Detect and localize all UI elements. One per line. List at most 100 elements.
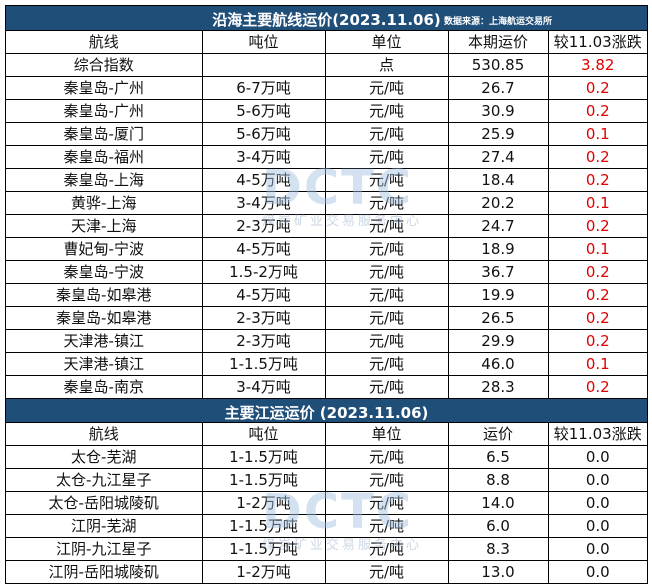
tonnage-cell: 1-2万吨 bbox=[201, 560, 326, 583]
unit-cell: 元/吨 bbox=[324, 168, 449, 192]
unit-cell: 元/吨 bbox=[324, 352, 449, 376]
rate-cell: 26.5 bbox=[447, 306, 549, 330]
route-cell: 江阴-岳阳城陵矶 bbox=[6, 560, 203, 583]
route-cell: 秦皇岛-南京 bbox=[6, 375, 203, 398]
coastal-header-row: 航线 吨位 单位 本期运价 较11.03涨跌 bbox=[6, 31, 647, 54]
header-unit: 单位 bbox=[324, 423, 449, 446]
route-cell: 江阴-九江星子 bbox=[6, 537, 203, 561]
tonnage-cell: 2-3万吨 bbox=[201, 306, 326, 330]
tonnage-cell: 5-6万吨 bbox=[201, 99, 326, 123]
route-cell: 天津-上海 bbox=[6, 214, 203, 238]
route-cell: 秦皇岛-广州 bbox=[6, 99, 203, 123]
change-cell: 0.2 bbox=[547, 76, 647, 100]
unit-cell: 元/吨 bbox=[324, 237, 449, 261]
change-cell: 0.1 bbox=[547, 352, 647, 376]
tonnage-cell: 1.5-2万吨 bbox=[201, 260, 326, 284]
tonnage-cell: 3-4万吨 bbox=[201, 191, 326, 215]
header-change: 较11.03涨跌 bbox=[547, 423, 647, 446]
change-cell: 0.1 bbox=[547, 191, 647, 215]
route-cell: 太仓-芜湖 bbox=[6, 445, 203, 469]
header-unit: 单位 bbox=[324, 31, 449, 54]
unit-cell: 元/吨 bbox=[324, 145, 449, 169]
change-cell: 0.2 bbox=[547, 145, 647, 169]
coastal-table-frame: 沿海主要航线运价(2023.11.06) 数据来源：上海航运交易所 航线 吨位 … bbox=[5, 5, 648, 584]
tonnage-cell: 1-1.5万吨 bbox=[201, 468, 326, 492]
header-rate: 本期运价 bbox=[447, 31, 549, 54]
change-cell: 0.2 bbox=[547, 214, 647, 238]
rate-cell: 26.7 bbox=[447, 76, 549, 100]
unit-cell: 元/吨 bbox=[324, 491, 449, 515]
header-rate: 运价 bbox=[447, 423, 549, 446]
river-rates-table: 航线 吨位 单位 运价 较11.03涨跌 太仓-芜湖 1-1.5万吨 元/吨 6.5 0… bbox=[6, 423, 647, 583]
rate-cell: 25.9 bbox=[447, 122, 549, 146]
index-change: 3.82 bbox=[547, 53, 647, 77]
unit-cell: 元/吨 bbox=[324, 514, 449, 538]
tonnage-cell: 1-1.5万吨 bbox=[201, 445, 326, 469]
route-cell: 秦皇岛-如皋港 bbox=[6, 306, 203, 330]
table-row: 天津-上海 2-3万吨 元/吨 24.7 0.2 bbox=[6, 214, 647, 238]
change-cell: 0.2 bbox=[547, 283, 647, 307]
tonnage-cell: 1-2万吨 bbox=[201, 491, 326, 515]
table-row: 太仓-芜湖 1-1.5万吨 元/吨 6.5 0.0 bbox=[6, 445, 647, 469]
table-row: 太仓-九江星子 1-1.5万吨 元/吨 8.8 0.0 bbox=[6, 468, 647, 492]
river-header-row: 航线 吨位 单位 运价 较11.03涨跌 bbox=[6, 423, 647, 446]
table-row: 秦皇岛-上海 4-5万吨 元/吨 18.4 0.2 bbox=[6, 168, 647, 192]
rate-cell: 13.0 bbox=[447, 560, 549, 583]
unit-cell: 元/吨 bbox=[324, 306, 449, 330]
table-row: 江阴-岳阳城陵矶 1-2万吨 元/吨 13.0 0.0 bbox=[6, 560, 647, 583]
unit-cell: 元/吨 bbox=[324, 260, 449, 284]
route-cell: 秦皇岛-福州 bbox=[6, 145, 203, 169]
table-row: 秦皇岛-广州 5-6万吨 元/吨 30.9 0.2 bbox=[6, 99, 647, 123]
table-row: 秦皇岛-如皋港 4-5万吨 元/吨 19.9 0.2 bbox=[6, 283, 647, 307]
change-cell: 0.0 bbox=[547, 491, 647, 515]
index-rate: 530.85 bbox=[447, 53, 549, 77]
rate-cell: 18.4 bbox=[447, 168, 549, 192]
unit-cell: 元/吨 bbox=[324, 468, 449, 492]
index-unit: 点 bbox=[324, 53, 449, 77]
route-cell: 天津港-镇江 bbox=[6, 329, 203, 353]
rate-cell: 36.7 bbox=[447, 260, 549, 284]
header-route: 航线 bbox=[6, 31, 203, 54]
index-row: 综合指数 点 530.85 3.82 bbox=[6, 53, 647, 77]
tonnage-cell: 1-1.5万吨 bbox=[201, 352, 326, 376]
route-cell: 秦皇岛-宁波 bbox=[6, 260, 203, 284]
rate-cell: 24.7 bbox=[447, 214, 549, 238]
header-route: 航线 bbox=[6, 423, 203, 446]
table-row: 秦皇岛-宁波 1.5-2万吨 元/吨 36.7 0.2 bbox=[6, 260, 647, 284]
unit-cell: 元/吨 bbox=[324, 329, 449, 353]
rate-cell: 30.9 bbox=[447, 99, 549, 123]
tonnage-cell: 3-4万吨 bbox=[201, 145, 326, 169]
tonnage-cell: 4-5万吨 bbox=[201, 283, 326, 307]
index-route: 综合指数 bbox=[6, 53, 203, 77]
change-cell: 0.2 bbox=[547, 329, 647, 353]
tonnage-cell: 4-5万吨 bbox=[201, 168, 326, 192]
tonnage-cell: 2-3万吨 bbox=[201, 329, 326, 353]
unit-cell: 元/吨 bbox=[324, 283, 449, 307]
route-cell: 江阴-芜湖 bbox=[6, 514, 203, 538]
tonnage-cell: 5-6万吨 bbox=[201, 122, 326, 146]
route-cell: 黄骅-上海 bbox=[6, 191, 203, 215]
change-cell: 0.0 bbox=[547, 514, 647, 538]
change-cell: 0.2 bbox=[547, 168, 647, 192]
change-cell: 0.2 bbox=[547, 260, 647, 284]
change-cell: 0.2 bbox=[547, 306, 647, 330]
coastal-title: 沿海主要航线运价(2023.11.06) bbox=[212, 11, 441, 29]
unit-cell: 元/吨 bbox=[324, 375, 449, 398]
table-row: 江阴-芜湖 1-1.5万吨 元/吨 6.0 0.0 bbox=[6, 514, 647, 538]
table-row: 秦皇岛-厦门 5-6万吨 元/吨 25.9 0.1 bbox=[6, 122, 647, 146]
river-title-bar: 主要江运运价 (2023.11.06) bbox=[6, 398, 647, 423]
table-row: 江阴-九江星子 1-1.5万吨 元/吨 8.3 0.0 bbox=[6, 537, 647, 561]
rate-cell: 6.0 bbox=[447, 514, 549, 538]
tonnage-cell: 4-5万吨 bbox=[201, 237, 326, 261]
rate-cell: 14.0 bbox=[447, 491, 549, 515]
change-cell: 0.2 bbox=[547, 99, 647, 123]
header-tonnage: 吨位 bbox=[201, 423, 326, 446]
route-cell: 秦皇岛-如皋港 bbox=[6, 283, 203, 307]
table-row: 秦皇岛-广州 6-7万吨 元/吨 26.7 0.2 bbox=[6, 76, 647, 100]
change-cell: 0.0 bbox=[547, 560, 647, 583]
unit-cell: 元/吨 bbox=[324, 122, 449, 146]
rate-cell: 8.8 bbox=[447, 468, 549, 492]
route-cell: 太仓-岳阳城陵矶 bbox=[6, 491, 203, 515]
rate-cell: 29.9 bbox=[447, 329, 549, 353]
table-row: 太仓-岳阳城陵矶 1-2万吨 元/吨 14.0 0.0 bbox=[6, 491, 647, 515]
